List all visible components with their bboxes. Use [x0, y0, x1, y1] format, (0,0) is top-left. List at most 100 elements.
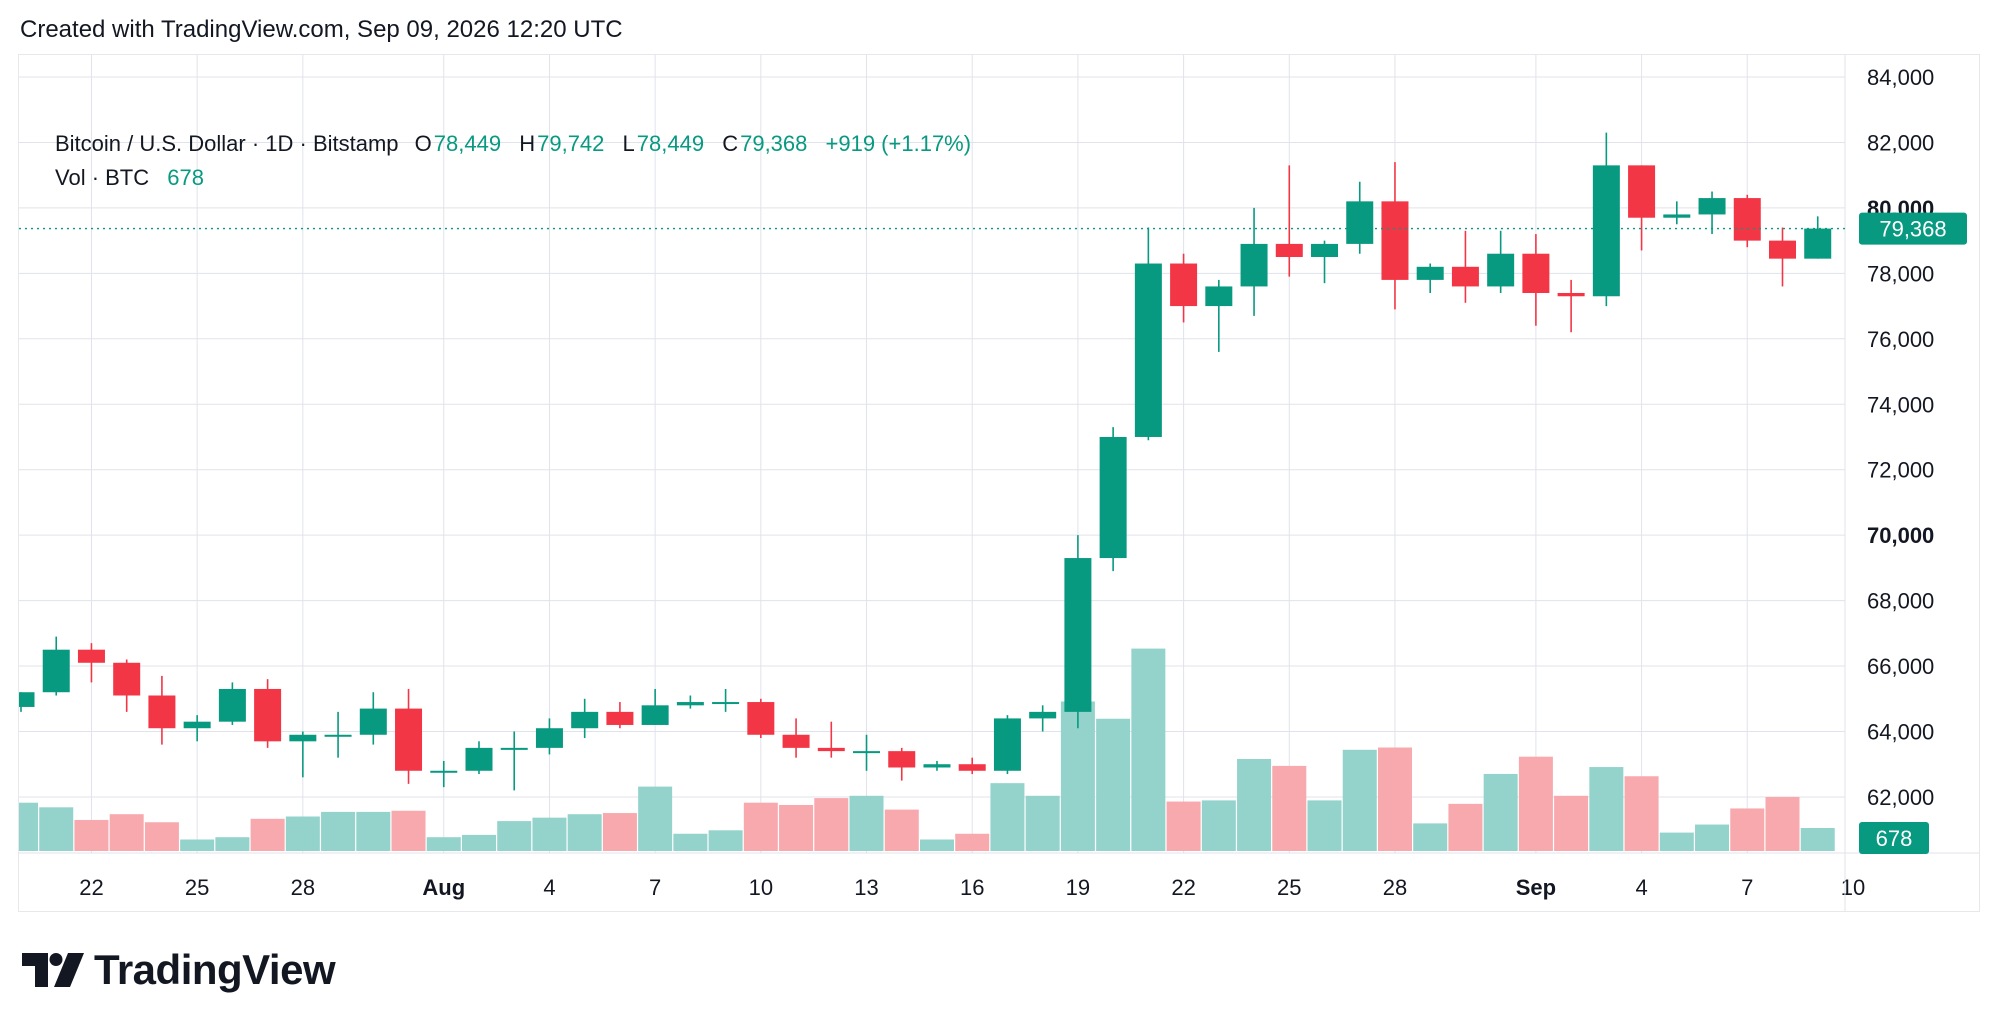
volume-bar: [1624, 776, 1659, 851]
candle-body: [1064, 558, 1092, 712]
candle-body: [77, 649, 105, 663]
volume-bar: [74, 819, 109, 851]
volume-bar: [919, 839, 954, 851]
candle-body: [148, 695, 176, 729]
candle-body: [1416, 266, 1444, 280]
volume-bar: [1765, 796, 1800, 851]
candle-body: [571, 711, 599, 729]
volume-bar: [180, 839, 215, 851]
candle-body: [782, 734, 810, 748]
candle-body: [888, 751, 916, 768]
y-axis-tick-label: 82,000: [1867, 130, 1934, 155]
candle-body: [430, 770, 458, 773]
candle-body: [395, 708, 423, 771]
candle-body: [606, 711, 634, 725]
x-axis-tick-label: 22: [79, 875, 103, 900]
volume-bar: [1483, 773, 1518, 851]
candle-body: [289, 734, 317, 742]
candle-body: [1381, 201, 1409, 280]
volume-bar: [1377, 747, 1412, 851]
legend-high-value: 79,742: [537, 131, 605, 156]
volume-bar: [19, 802, 38, 851]
volume-bar: [39, 807, 74, 851]
candle-body: [254, 688, 282, 742]
volume-bar: [285, 816, 320, 851]
x-axis-tick-label: 7: [1741, 875, 1753, 900]
volume-bar: [461, 834, 496, 851]
last-price-label: 79,368: [1879, 217, 1946, 242]
chart-legend: Bitcoin / U.S. Dollar · 1D · Bitstamp O7…: [55, 127, 973, 195]
y-axis-tick-label: 78,000: [1867, 261, 1934, 286]
volume-bar: [497, 821, 532, 851]
candle-body: [1628, 165, 1656, 218]
last-price-tag[interactable]: [1859, 212, 1967, 245]
candle-body: [1487, 253, 1515, 287]
candle-body: [1099, 436, 1127, 559]
volume-bar: [1554, 795, 1589, 851]
candle-body: [1804, 228, 1832, 259]
volume-bar: [1201, 800, 1236, 851]
candle-body: [1769, 240, 1796, 259]
x-axis-tick-label: 10: [749, 875, 773, 900]
volume-bar: [391, 810, 426, 851]
legend-volume-label[interactable]: Vol · BTC: [55, 165, 150, 190]
volume-bar: [1272, 765, 1307, 851]
x-axis-tick-label: 16: [960, 875, 984, 900]
legend-open-value: 78,449: [433, 131, 502, 156]
volume-bar: [779, 805, 814, 851]
volume-bar: [1096, 718, 1131, 851]
legend-low-label: L: [622, 131, 635, 156]
candle-body: [1346, 201, 1374, 244]
candle-body: [923, 764, 951, 768]
plot-area[interactable]: [19, 132, 1835, 851]
candle-body: [218, 688, 246, 722]
volume-bar: [1730, 808, 1765, 851]
legend-symbol[interactable]: Bitcoin / U.S. Dollar · 1D · Bitstamp: [55, 131, 399, 156]
candle-body: [958, 764, 986, 771]
volume-bar: [638, 786, 673, 851]
y-axis-tick-label: 72,000: [1867, 458, 1934, 483]
volume-bar: [990, 783, 1025, 851]
candle-body: [676, 702, 704, 706]
volume-bar: [708, 830, 743, 851]
tradingview-brand[interactable]: TradingView: [22, 946, 336, 994]
created-with-text: Created with TradingView.com, Sep 09, 20…: [20, 16, 623, 43]
volume-bar: [849, 795, 884, 851]
x-axis-tick-label: 25: [185, 875, 209, 900]
x-axis-tick-label: 22: [1171, 875, 1195, 900]
volume-bar: [955, 833, 990, 851]
x-axis-tick-label: 4: [1635, 875, 1647, 900]
candlestick-chart[interactable]: 62,000 64,000 66,000 68,000 70,000 72,000 74,0…: [19, 55, 1979, 911]
candle-body: [1522, 253, 1550, 293]
chart-frame[interactable]: 62,000 64,000 66,000 68,000 70,000 72,000 74,0…: [18, 54, 1980, 912]
candle-body: [1557, 292, 1585, 297]
x-axis-tick-label: Sep: [1516, 875, 1556, 900]
candle-body: [183, 721, 211, 729]
volume-bar: [532, 817, 567, 851]
last-volume-label: 678: [1876, 826, 1913, 851]
volume-bar: [321, 811, 356, 851]
volume-bar: [743, 802, 778, 851]
candle-body: [1029, 711, 1057, 719]
legend-volume-row: Vol · BTC 678: [55, 161, 973, 195]
candle-body: [993, 718, 1021, 771]
candle-body: [1733, 198, 1761, 241]
x-axis-tick-label: Aug: [422, 875, 465, 900]
volume-bar: [1342, 749, 1377, 851]
candle-body: [1275, 243, 1303, 257]
last-volume-tag[interactable]: [1859, 822, 1929, 854]
y-axis-tick-label: 68,000: [1867, 589, 1934, 614]
volume-bar: [1448, 803, 1483, 851]
volume-bar: [215, 837, 250, 851]
candle-body: [747, 702, 775, 735]
y-axis-tick-label: 74,000: [1867, 392, 1934, 417]
x-axis-tick-label: 13: [854, 875, 878, 900]
y-axis-tick-label: 84,000: [1867, 65, 1934, 90]
volume-bar: [1166, 801, 1201, 851]
brand-name: TradingView: [94, 946, 336, 993]
candle-body: [1170, 263, 1198, 307]
volume-bar: [1659, 832, 1694, 851]
legend-low-value: 78,449: [636, 131, 705, 156]
volume-bar: [1025, 795, 1060, 851]
candle-body: [817, 747, 845, 752]
